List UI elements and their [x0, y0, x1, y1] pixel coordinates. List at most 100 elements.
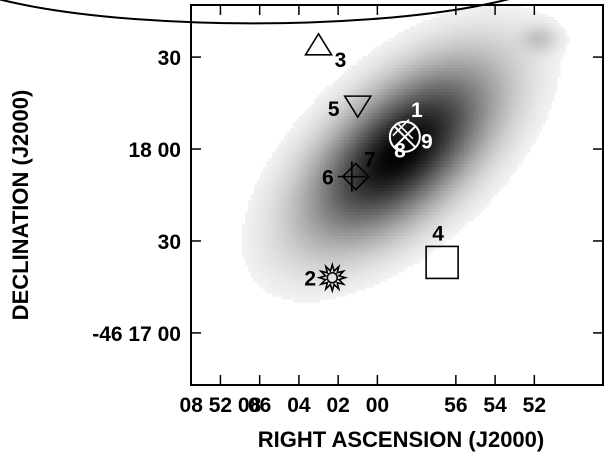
emission-pixel: [482, 206, 486, 210]
emission-pixel: [431, 101, 435, 105]
emission-pixel: [359, 104, 363, 108]
emission-pixel: [317, 110, 321, 114]
emission-pixel: [413, 110, 417, 114]
emission-pixel: [494, 95, 498, 99]
emission-pixel: [506, 167, 510, 171]
emission-pixel: [335, 191, 339, 195]
emission-pixel: [392, 50, 396, 54]
emission-pixel: [428, 47, 432, 51]
emission-pixel: [482, 119, 486, 123]
emission-pixel: [353, 116, 357, 120]
emission-pixel: [479, 89, 483, 93]
emission-pixel: [470, 107, 474, 111]
emission-pixel: [362, 89, 366, 93]
emission-pixel: [458, 185, 462, 189]
emission-pixel: [410, 152, 414, 156]
emission-pixel: [365, 203, 369, 207]
emission-pixel: [551, 92, 555, 96]
emission-pixel: [557, 74, 561, 78]
emission-pixel: [281, 149, 285, 153]
emission-pixel: [536, 131, 540, 135]
emission-pixel: [392, 182, 396, 186]
emission-pixel: [293, 155, 297, 159]
emission-pixel: [530, 104, 534, 108]
emission-pixel: [359, 98, 363, 102]
emission-pixel: [458, 152, 462, 156]
emission-pixel: [467, 50, 471, 54]
emission-pixel: [467, 116, 471, 120]
emission-pixel: [404, 152, 408, 156]
emission-pixel: [431, 143, 435, 147]
emission-pixel: [410, 26, 414, 30]
emission-pixel: [260, 173, 264, 177]
emission-pixel: [515, 131, 519, 135]
emission-pixel: [479, 17, 483, 21]
emission-pixel: [290, 200, 294, 204]
emission-pixel: [473, 149, 477, 153]
emission-pixel: [434, 158, 438, 162]
emission-pixel: [542, 98, 546, 102]
emission-pixel: [338, 98, 342, 102]
emission-pixel: [530, 59, 534, 63]
emission-pixel: [377, 53, 381, 57]
emission-pixel: [461, 110, 465, 114]
emission-pixel: [308, 146, 312, 150]
emission-pixel: [353, 182, 357, 186]
emission-pixel: [446, 125, 450, 129]
emission-pixel: [296, 197, 300, 201]
emission-pixel: [389, 38, 393, 42]
emission-pixel: [500, 47, 504, 51]
emission-pixel: [290, 152, 294, 156]
emission-pixel: [356, 173, 360, 177]
emission-pixel: [329, 98, 333, 102]
emission-pixel: [296, 143, 300, 147]
emission-pixel: [512, 17, 516, 21]
emission-pixel: [398, 68, 402, 72]
emission-pixel: [452, 53, 456, 57]
emission-pixel: [434, 185, 438, 189]
emission-pixel: [530, 74, 534, 78]
emission-pixel: [437, 143, 441, 147]
emission-pixel: [392, 128, 396, 132]
emission-pixel: [563, 50, 567, 54]
emission-pixel: [491, 56, 495, 60]
emission-pixel: [329, 182, 333, 186]
emission-pixel: [422, 161, 426, 165]
emission-pixel: [296, 161, 300, 165]
emission-pixel: [368, 65, 372, 69]
emission-pixel: [410, 101, 414, 105]
emission-pixel: [353, 125, 357, 129]
emission-pixel: [395, 191, 399, 195]
emission-pixel: [443, 143, 447, 147]
emission-pixel: [356, 92, 360, 96]
emission-pixel: [524, 53, 528, 57]
emission-pixel: [296, 188, 300, 192]
emission-pixel: [485, 68, 489, 72]
emission-pixel: [305, 191, 309, 195]
emission-pixel: [455, 77, 459, 81]
emission-pixel: [323, 122, 327, 126]
emission-pixel: [545, 26, 549, 30]
emission-pixel: [362, 140, 366, 144]
emission-pixel: [500, 128, 504, 132]
emission-pixel: [470, 104, 474, 108]
emission-pixel: [350, 77, 354, 81]
emission-pixel: [548, 50, 552, 54]
emission-pixel: [464, 59, 468, 63]
emission-pixel: [413, 98, 417, 102]
emission-pixel: [386, 50, 390, 54]
emission-pixel: [530, 65, 534, 69]
emission-pixel: [449, 170, 453, 174]
emission-pixel: [434, 32, 438, 36]
emission-pixel: [434, 152, 438, 156]
emission-pixel: [416, 47, 420, 51]
emission-pixel: [365, 149, 369, 153]
emission-pixel: [356, 77, 360, 81]
emission-pixel: [368, 53, 372, 57]
emission-pixel: [518, 80, 522, 84]
emission-pixel: [518, 158, 522, 162]
emission-pixel: [470, 71, 474, 75]
emission-pixel: [284, 182, 288, 186]
emission-pixel: [413, 38, 417, 42]
emission-pixel: [524, 65, 528, 69]
